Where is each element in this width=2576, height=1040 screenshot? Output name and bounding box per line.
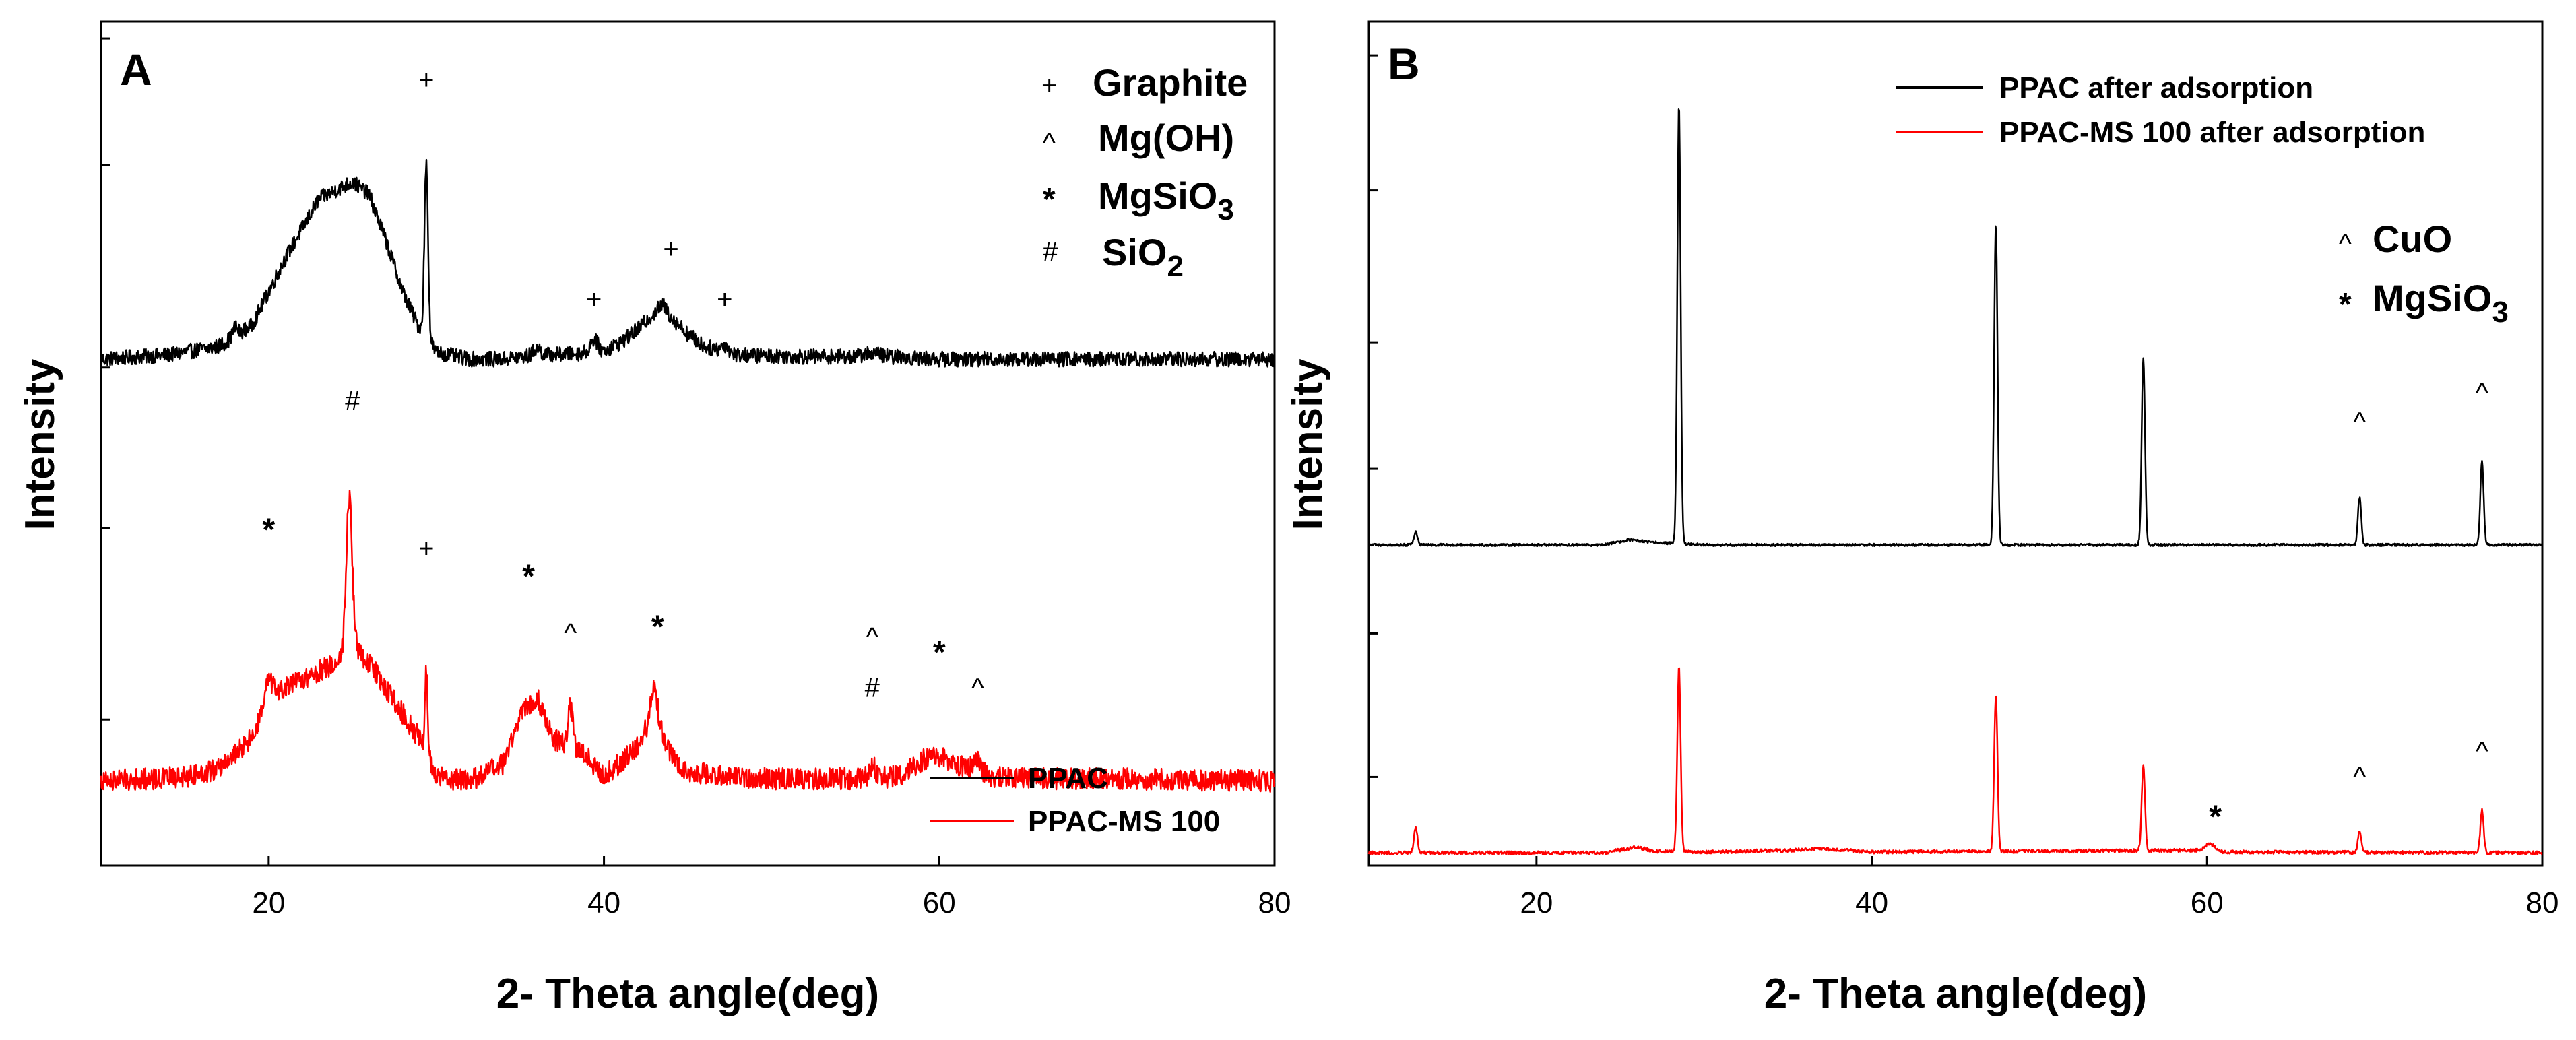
panel-a-annotations: + + + + # * + * ^ * ^ # * ^ bbox=[263, 65, 985, 703]
peak-annotation-10: ^ bbox=[866, 622, 878, 652]
panel-a-series bbox=[100, 158, 1276, 793]
series-ppac-after-adsorption bbox=[1367, 108, 2543, 547]
legend-ppac-after-label: PPAC after adsorption bbox=[1999, 71, 2313, 104]
peak-annotation-7: * bbox=[522, 559, 535, 595]
panel-a-y-axis-title: Intensity bbox=[17, 358, 63, 530]
legend-cuo-label: CuO bbox=[2373, 218, 2452, 260]
peak-annotation-1: + bbox=[586, 285, 602, 315]
legend-ppac-ms-label: PPAC-MS 100 bbox=[1028, 805, 1220, 838]
peak-annotation-12: * bbox=[933, 635, 946, 670]
legend-mgoh-label: Mg(OH) bbox=[1098, 117, 1234, 159]
panel-b-symbol-legend: ^ CuO * MgSiO3 bbox=[2339, 218, 2509, 329]
peak-annotation-8: ^ bbox=[564, 618, 577, 648]
legend-mgoh-symbol: ^ bbox=[1043, 128, 1056, 158]
panel-b-x-axis-title: 2- Theta angle(deg) bbox=[1764, 971, 2147, 1017]
legend-sio2-label: SiO2 bbox=[1102, 231, 1184, 283]
panel-a-symbol-legend: + Graphite ^ Mg(OH) * MgSiO3 # SiO2 bbox=[1041, 61, 1248, 283]
peak-annotation-3: ^ bbox=[2476, 736, 2488, 766]
panel-b-annotations: ^ ^ ^ ^ * bbox=[2209, 378, 2488, 835]
legend-graphite-label: Graphite bbox=[1093, 61, 1248, 104]
legend-mgsio3-label: MgSiO3 bbox=[1098, 174, 1234, 226]
legend-mgsio3-symbol: * bbox=[1043, 182, 1056, 218]
legend-mgsio3-b-symbol: * bbox=[2339, 287, 2352, 323]
peak-annotation-13: ^ bbox=[971, 673, 984, 703]
peak-annotation-0: ^ bbox=[2353, 408, 2366, 437]
peak-annotation-9: * bbox=[651, 610, 664, 645]
peak-annotation-1: ^ bbox=[2476, 378, 2488, 408]
peak-annotation-2: ^ bbox=[2353, 762, 2366, 791]
x-tick-label-60: 60 bbox=[923, 886, 956, 919]
panel-b-y-ticks bbox=[1369, 54, 1378, 778]
peak-annotation-0: + bbox=[418, 65, 434, 95]
peak-annotation-3: + bbox=[717, 285, 732, 315]
legend-ppac-ms-after-label: PPAC-MS 100 after adsorption bbox=[1999, 116, 2425, 149]
legend-sio2-symbol: # bbox=[1043, 237, 1058, 267]
peak-annotation-6: + bbox=[418, 534, 434, 564]
x-tick-label-80: 80 bbox=[1258, 886, 1291, 919]
x-tick-label-40: 40 bbox=[1855, 886, 1888, 919]
panel-a-legend: PPAC PPAC-MS 100 bbox=[930, 762, 1220, 838]
panel-a-x-ticks: 20 40 60 80 bbox=[252, 856, 1291, 919]
panel-b-series bbox=[1367, 108, 2543, 855]
panel-b-label: B bbox=[1388, 39, 1420, 89]
x-tick-label-60: 60 bbox=[2191, 886, 2224, 919]
series-ppac-ms-100 bbox=[100, 490, 1276, 793]
panel-b-chart: 20 40 60 80 ^ ^ ^ ^ * B PPAC after adsorption P… bbox=[1285, 20, 2558, 1017]
panel-b-y-axis-title: Intensity bbox=[1285, 358, 1331, 530]
panel-b-x-ticks: 20 40 60 80 bbox=[1520, 856, 2558, 919]
legend-ppac-label: PPAC bbox=[1028, 762, 1108, 795]
x-tick-label-20: 20 bbox=[1520, 886, 1553, 919]
panel-a-plot-frame bbox=[100, 20, 1276, 867]
legend-graphite-symbol: + bbox=[1041, 71, 1057, 100]
peak-annotation-5: * bbox=[263, 513, 276, 548]
series-ppac bbox=[100, 158, 1276, 368]
series-ppac-ms-100-after-adsorption bbox=[1367, 667, 2543, 855]
panel-b-legend: PPAC after adsorption PPAC-MS 100 after … bbox=[1896, 71, 2425, 149]
peak-annotation-11: # bbox=[865, 673, 880, 703]
legend-cuo-symbol: ^ bbox=[2339, 229, 2352, 259]
x-tick-label-20: 20 bbox=[252, 886, 285, 919]
panel-a-x-axis-title: 2- Theta angle(deg) bbox=[496, 971, 879, 1017]
peak-annotation-2: + bbox=[663, 234, 678, 264]
peak-annotation-4: * bbox=[2209, 800, 2222, 835]
panel-b-plot-frame bbox=[1367, 20, 2544, 867]
panel-a-chart: 20 40 60 80 + + + + # * + * ^ * ^ # * ^ A + Graphite ^ M… bbox=[17, 20, 1291, 1017]
panel-a-label: A bbox=[120, 44, 152, 94]
peak-annotation-4: # bbox=[345, 386, 360, 416]
panel-a-y-ticks bbox=[101, 37, 110, 721]
x-tick-label-40: 40 bbox=[587, 886, 620, 919]
legend-mgsio3-b-label: MgSiO3 bbox=[2373, 277, 2509, 329]
x-tick-label-80: 80 bbox=[2526, 886, 2559, 919]
